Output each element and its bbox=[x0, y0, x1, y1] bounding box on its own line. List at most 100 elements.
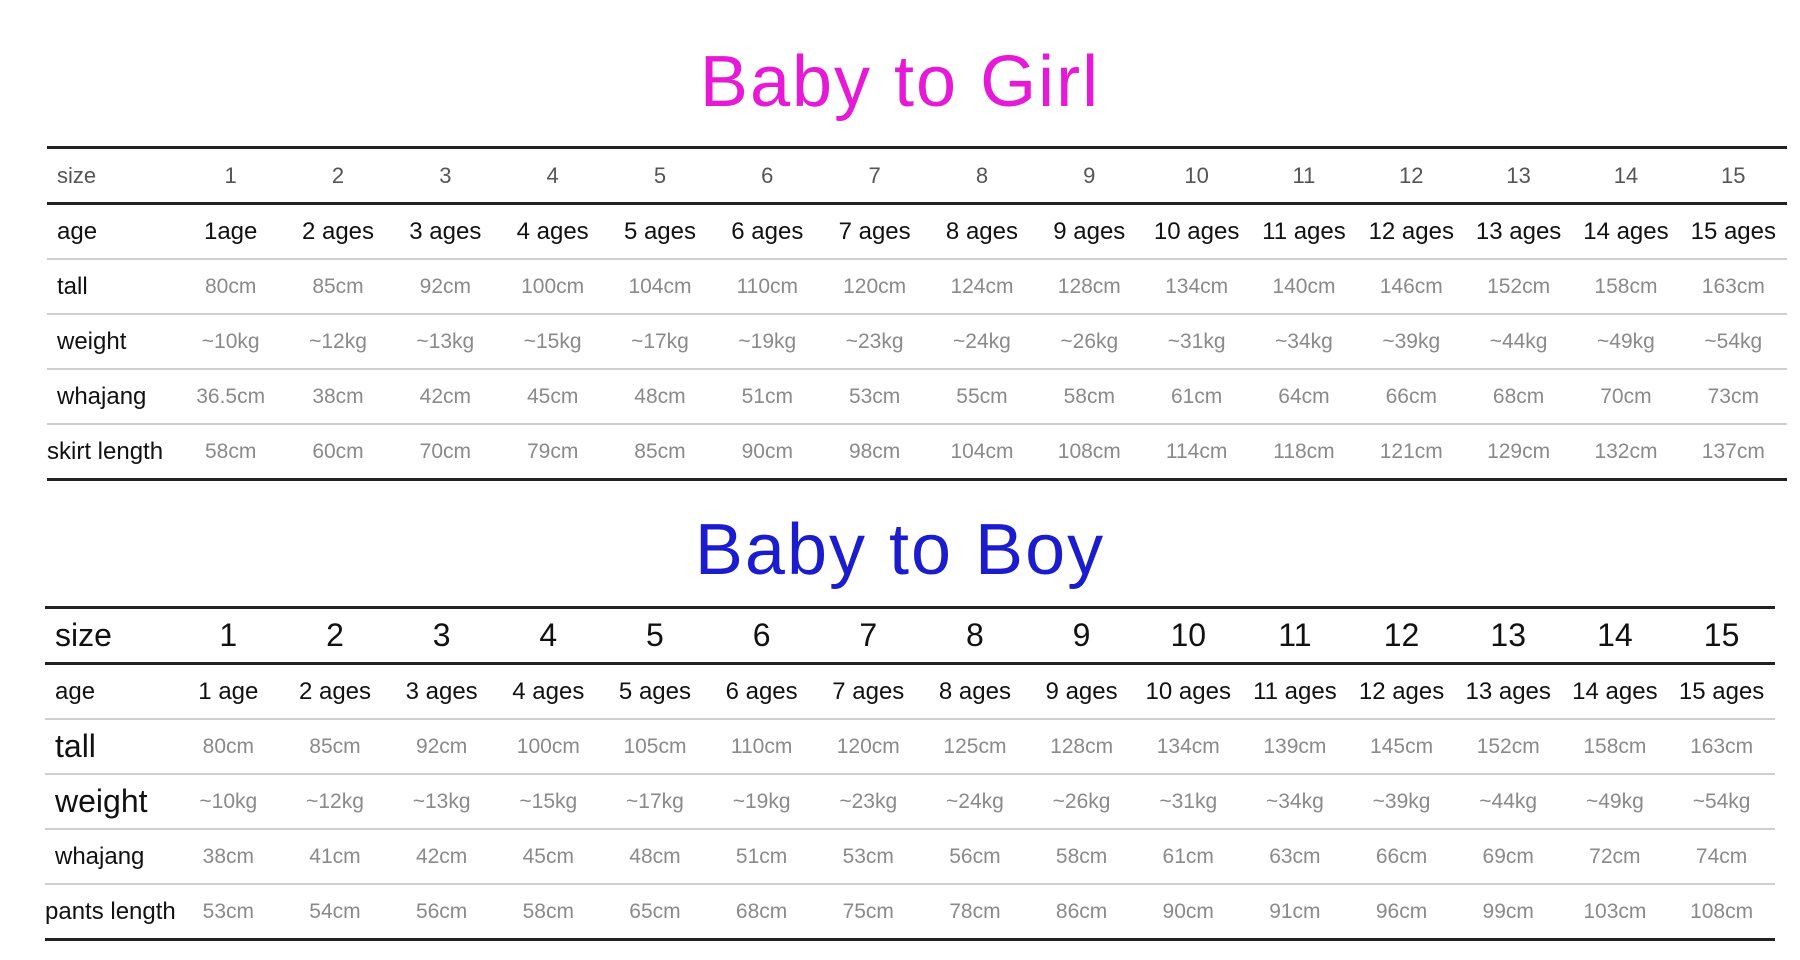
table-cell: 110cm bbox=[708, 719, 815, 775]
table-cell: 15 ages bbox=[1679, 203, 1787, 260]
table-cell: 13 ages bbox=[1464, 203, 1573, 260]
table-row: skirt length 58cm 60cm 70cm 79cm 85cm 90cm 98cm… bbox=[47, 424, 1787, 481]
table-cell: 100cm bbox=[494, 719, 602, 775]
table-cell: 13 bbox=[1454, 606, 1562, 665]
table-cell: 14 bbox=[1561, 606, 1669, 665]
table-cell: 129cm bbox=[1464, 424, 1573, 481]
table-cell: 80cm bbox=[177, 259, 285, 315]
table-cell: 99cm bbox=[1454, 884, 1562, 941]
table-cell: 90cm bbox=[1134, 884, 1242, 941]
table-cell: ~34kg bbox=[1250, 314, 1358, 370]
table-cell: 56cm bbox=[388, 884, 495, 941]
table-cell: 54cm bbox=[281, 884, 389, 941]
table-cell: 12 ages bbox=[1348, 663, 1455, 720]
row-label: pants length bbox=[45, 884, 176, 941]
table-cell: 7 ages bbox=[814, 663, 922, 720]
table-cell: 145cm bbox=[1348, 719, 1455, 775]
table-cell: ~23kg bbox=[820, 314, 929, 370]
table-cell: 108cm bbox=[1668, 884, 1775, 941]
table-cell: 8 ages bbox=[921, 663, 1029, 720]
table-cell: 128cm bbox=[1028, 719, 1135, 775]
table-cell: 6 bbox=[713, 146, 821, 205]
table-cell: 108cm bbox=[1035, 424, 1143, 481]
row-label: weight bbox=[45, 774, 175, 830]
table-cell: ~17kg bbox=[601, 774, 709, 830]
table-cell: 55cm bbox=[928, 369, 1036, 425]
table-cell: 7 bbox=[814, 606, 922, 665]
table-cell: 85cm bbox=[606, 424, 714, 481]
table-cell: 128cm bbox=[1035, 259, 1143, 315]
table-cell: 10 ages bbox=[1134, 663, 1242, 720]
table-cell: 63cm bbox=[1241, 829, 1349, 885]
table-cell: 105cm bbox=[601, 719, 709, 775]
table-cell: 4 ages bbox=[494, 663, 602, 720]
table-cell: 11 bbox=[1250, 146, 1358, 205]
table-row: age 1 age 2 ages 3 ages 4 ages 5 ages 6 ages 7 … bbox=[45, 663, 1775, 720]
table-cell: ~39kg bbox=[1348, 774, 1455, 830]
boy-size-table: size 1 2 3 4 5 6 7 8 9 10 11 12 13 14 15 age 1 age 2 ages 3… bbox=[45, 606, 1775, 941]
table-cell: 15 ages bbox=[1668, 663, 1775, 720]
row-label: tall bbox=[47, 259, 177, 315]
table-cell: 51cm bbox=[713, 369, 821, 425]
table-cell: 9 ages bbox=[1035, 203, 1143, 260]
table-cell: 41cm bbox=[281, 829, 389, 885]
girl-size-table: size 1 2 3 4 5 6 7 8 9 10 11 12 13 14 15 age 1age 2 ages 3 … bbox=[47, 146, 1787, 481]
table-cell: ~24kg bbox=[928, 314, 1036, 370]
table-cell: 90cm bbox=[713, 424, 821, 481]
table-cell: 110cm bbox=[713, 259, 821, 315]
table-cell: 9 bbox=[1028, 606, 1135, 665]
table-cell: 91cm bbox=[1241, 884, 1349, 941]
table-cell: 66cm bbox=[1348, 829, 1455, 885]
row-label: whajang bbox=[47, 369, 177, 425]
table-cell: 163cm bbox=[1668, 719, 1775, 775]
table-cell: 100cm bbox=[498, 259, 607, 315]
table-cell: ~54kg bbox=[1668, 774, 1775, 830]
table-cell: 42cm bbox=[391, 369, 499, 425]
table-cell: 134cm bbox=[1134, 719, 1242, 775]
table-cell: ~19kg bbox=[708, 774, 815, 830]
table-cell: 66cm bbox=[1357, 369, 1465, 425]
table-cell: ~24kg bbox=[921, 774, 1029, 830]
table-cell: 70cm bbox=[391, 424, 499, 481]
table-cell: 58cm bbox=[177, 424, 285, 481]
row-label: weight bbox=[47, 314, 177, 370]
row-label: whajang bbox=[45, 829, 175, 885]
table-cell: 121cm bbox=[1357, 424, 1465, 481]
table-cell: 45cm bbox=[494, 829, 602, 885]
table-cell: 118cm bbox=[1250, 424, 1358, 481]
table-cell: 6 ages bbox=[708, 663, 815, 720]
table-cell: ~31kg bbox=[1134, 774, 1242, 830]
table-cell: 11 ages bbox=[1241, 663, 1349, 720]
table-cell: 2 bbox=[284, 146, 392, 205]
table-cell: 12 ages bbox=[1357, 203, 1465, 260]
table-cell: 58cm bbox=[1035, 369, 1143, 425]
table-cell: 65cm bbox=[601, 884, 709, 941]
table-cell: 61cm bbox=[1134, 829, 1242, 885]
table-cell: ~31kg bbox=[1142, 314, 1251, 370]
table-cell: 8 bbox=[921, 606, 1029, 665]
table-cell: 60cm bbox=[284, 424, 392, 481]
table-cell: 124cm bbox=[928, 259, 1036, 315]
table-cell: ~15kg bbox=[498, 314, 607, 370]
table-cell: 104cm bbox=[928, 424, 1036, 481]
table-cell: 15 bbox=[1668, 606, 1775, 665]
table-cell: 140cm bbox=[1250, 259, 1358, 315]
table-cell: 2 ages bbox=[281, 663, 389, 720]
table-cell: 9 bbox=[1035, 146, 1143, 205]
table-cell: 10 ages bbox=[1142, 203, 1251, 260]
table-cell: 152cm bbox=[1464, 259, 1573, 315]
table-cell: 85cm bbox=[281, 719, 389, 775]
table-cell: 8 ages bbox=[928, 203, 1036, 260]
table-cell: 1age bbox=[177, 203, 285, 260]
table-cell: 103cm bbox=[1561, 884, 1669, 941]
table-cell: 68cm bbox=[1464, 369, 1573, 425]
table-cell: 3 ages bbox=[388, 663, 495, 720]
table-cell: 42cm bbox=[388, 829, 495, 885]
table-cell: 158cm bbox=[1561, 719, 1669, 775]
table-cell: 38cm bbox=[175, 829, 282, 885]
table-cell: 4 bbox=[494, 606, 602, 665]
table-cell: 5 ages bbox=[601, 663, 709, 720]
table-row: weight ~10kg ~12kg ~13kg ~15kg ~17kg ~19kg ~23k… bbox=[47, 314, 1787, 370]
table-cell: ~26kg bbox=[1028, 774, 1135, 830]
table-cell: 9 ages bbox=[1028, 663, 1135, 720]
